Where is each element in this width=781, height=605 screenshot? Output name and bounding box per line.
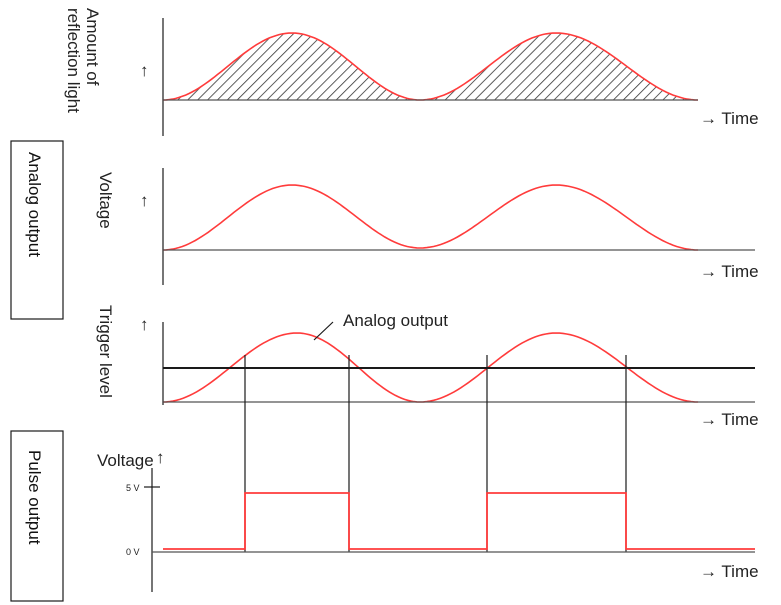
voltage-panel: Voltage ↑ → Time — [96, 168, 759, 285]
reflection-label: Amount of reflection light — [64, 8, 102, 113]
tick-5v-label: 5 V — [126, 483, 140, 493]
analog-output-annotation: Analog output — [343, 311, 448, 330]
pulse-up-arrow: ↑ — [156, 448, 165, 467]
reflection-panel: Amount of reflection light ↑ → Time — [64, 8, 759, 136]
analog-output-box: Analog output — [10, 140, 64, 320]
analog-output-box-label: Analog output — [25, 152, 44, 257]
reflection-hatched-area — [163, 33, 698, 100]
pulse-waveform — [163, 492, 755, 550]
trigger-panel: Analog output Trigger level ↑ → Time — [96, 305, 759, 429]
pulse-panel: Voltage ↑ 5 V 0 V → Time — [97, 448, 759, 592]
pulse-voltage-label: Voltage — [97, 451, 154, 470]
reflection-up-arrow: ↑ — [140, 61, 149, 80]
trigger-up-arrow: ↑ — [140, 315, 149, 334]
voltage-label: Voltage — [96, 172, 115, 229]
pulse-time-label: → Time — [700, 562, 759, 581]
pulse-output-box-label: Pulse output — [25, 450, 44, 545]
pulse-output-box: Pulse output — [10, 430, 64, 602]
reflection-time-label: → Time — [700, 109, 759, 128]
voltage-up-arrow: ↑ — [140, 191, 149, 210]
crossing-guides — [244, 355, 627, 552]
voltage-time-label: → Time — [700, 262, 759, 281]
trigger-time-label: → Time — [700, 410, 759, 429]
tick-0v-label: 0 V — [126, 547, 140, 557]
trigger-label: Trigger level — [96, 305, 115, 398]
voltage-curve — [162, 184, 699, 251]
annotation-leader — [313, 321, 334, 341]
